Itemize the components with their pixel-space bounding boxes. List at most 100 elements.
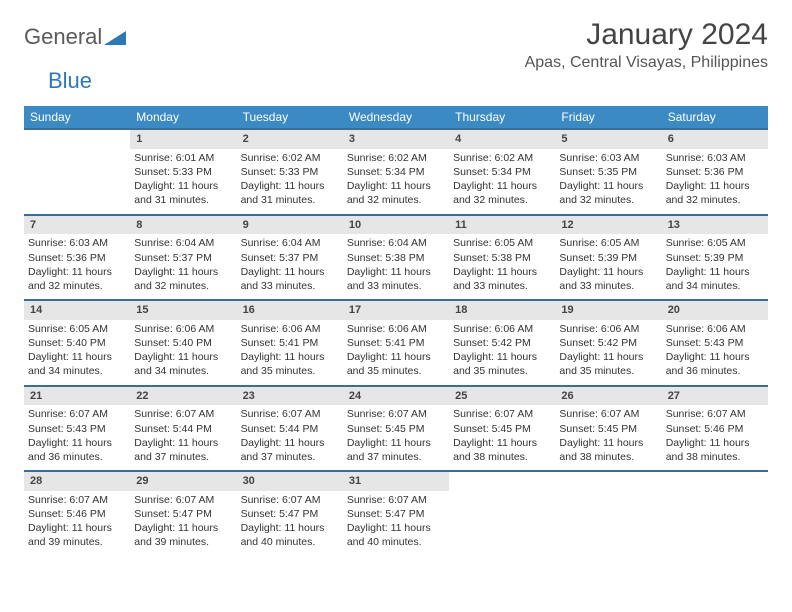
day-cell: 11Sunrise: 6:05 AMSunset: 5:38 PMDayligh…	[449, 216, 555, 300]
daylight-line: Daylight: 11 hours and 32 minutes.	[347, 179, 445, 207]
week-row: 21Sunrise: 6:07 AMSunset: 5:43 PMDayligh…	[24, 385, 768, 471]
day-cell: 31Sunrise: 6:07 AMSunset: 5:47 PMDayligh…	[343, 472, 449, 556]
daylight-line: Daylight: 11 hours and 33 minutes.	[559, 265, 657, 293]
calendar-page: General January 2024 Apas, Central Visay…	[0, 0, 792, 566]
daylight-line: Daylight: 11 hours and 37 minutes.	[241, 436, 339, 464]
day-body: Sunrise: 6:07 AMSunset: 5:47 PMDaylight:…	[343, 491, 449, 556]
day-cell: 18Sunrise: 6:06 AMSunset: 5:42 PMDayligh…	[449, 301, 555, 385]
day-body: Sunrise: 6:04 AMSunset: 5:38 PMDaylight:…	[343, 234, 449, 299]
daylight-line: Daylight: 11 hours and 35 minutes.	[453, 350, 551, 378]
sunrise-line: Sunrise: 6:07 AM	[666, 407, 764, 421]
sunset-line: Sunset: 5:40 PM	[28, 336, 126, 350]
daylight-line: Daylight: 11 hours and 33 minutes.	[241, 265, 339, 293]
daylight-line: Daylight: 11 hours and 37 minutes.	[134, 436, 232, 464]
day-cell: 14Sunrise: 6:05 AMSunset: 5:40 PMDayligh…	[24, 301, 130, 385]
day-number: 31	[343, 472, 449, 491]
day-cell: 7Sunrise: 6:03 AMSunset: 5:36 PMDaylight…	[24, 216, 130, 300]
sunset-line: Sunset: 5:34 PM	[347, 165, 445, 179]
day-number: 21	[24, 387, 130, 406]
day-cell	[24, 130, 130, 214]
sunrise-line: Sunrise: 6:06 AM	[453, 322, 551, 336]
sunrise-line: Sunrise: 6:07 AM	[241, 493, 339, 507]
sunrise-line: Sunrise: 6:01 AM	[134, 151, 232, 165]
day-cell: 26Sunrise: 6:07 AMSunset: 5:45 PMDayligh…	[555, 387, 661, 471]
sunrise-line: Sunrise: 6:07 AM	[347, 493, 445, 507]
day-cell	[662, 472, 768, 556]
sunset-line: Sunset: 5:38 PM	[453, 251, 551, 265]
day-body: Sunrise: 6:07 AMSunset: 5:47 PMDaylight:…	[130, 491, 236, 556]
day-number: 22	[130, 387, 236, 406]
day-number: 1	[130, 130, 236, 149]
day-cell: 13Sunrise: 6:05 AMSunset: 5:39 PMDayligh…	[662, 216, 768, 300]
day-cell: 1Sunrise: 6:01 AMSunset: 5:33 PMDaylight…	[130, 130, 236, 214]
location-label: Apas, Central Visayas, Philippines	[525, 54, 768, 72]
sunset-line: Sunset: 5:47 PM	[347, 507, 445, 521]
sunrise-line: Sunrise: 6:07 AM	[453, 407, 551, 421]
sunrise-line: Sunrise: 6:02 AM	[453, 151, 551, 165]
day-body: Sunrise: 6:07 AMSunset: 5:44 PMDaylight:…	[237, 405, 343, 470]
day-body: Sunrise: 6:05 AMSunset: 5:39 PMDaylight:…	[555, 234, 661, 299]
day-body: Sunrise: 6:07 AMSunset: 5:44 PMDaylight:…	[130, 405, 236, 470]
day-cell: 29Sunrise: 6:07 AMSunset: 5:47 PMDayligh…	[130, 472, 236, 556]
daylight-line: Daylight: 11 hours and 32 minutes.	[453, 179, 551, 207]
week-row: 14 Sunrise: 6:05 AMSunset: 5:40 PM Dayligh…	[24, 299, 768, 385]
sunset-line: Sunset: 5:44 PM	[241, 422, 339, 436]
sunrise-line: Sunrise: 6:04 AM	[134, 236, 232, 250]
week-row: 7Sunrise: 6:03 AMSunset: 5:36 PMDaylight…	[24, 214, 768, 300]
day-cell: 23Sunrise: 6:07 AMSunset: 5:44 PMDayligh…	[237, 387, 343, 471]
day-number: 14	[24, 301, 130, 320]
day-body: Sunrise: 6:07 AMSunset: 5:47 PMDaylight:…	[237, 491, 343, 556]
day-cell	[555, 472, 661, 556]
daylight-line: Daylight: 11 hours and 33 minutes.	[347, 265, 445, 293]
sunrise-line: Sunrise: 6:04 AM	[241, 236, 339, 250]
weekday-header-row: SundayMondayTuesdayWednesdayThursdayFrid…	[24, 106, 768, 128]
weekday-header: Tuesday	[237, 106, 343, 128]
sunrise-line: Sunrise: 6:02 AM	[347, 151, 445, 165]
day-body: Sunrise: 6:05 AMSunset: 5:38 PMDaylight:…	[449, 234, 555, 299]
logo: General	[24, 18, 126, 50]
day-cell: 12Sunrise: 6:05 AMSunset: 5:39 PMDayligh…	[555, 216, 661, 300]
day-cell: 25Sunrise: 6:07 AMSunset: 5:45 PMDayligh…	[449, 387, 555, 471]
sunrise-line: Sunrise: 6:05 AM	[453, 236, 551, 250]
day-number: 12	[555, 216, 661, 235]
logo-text-blue: Blue	[48, 68, 92, 93]
day-body: Sunrise: 6:07 AMSunset: 5:46 PMDaylight:…	[24, 491, 130, 556]
sunrise-line: Sunrise: 6:04 AM	[347, 236, 445, 250]
daylight-line: Daylight: 11 hours and 38 minutes.	[559, 436, 657, 464]
sunset-line: Sunset: 5:34 PM	[453, 165, 551, 179]
daylight-line: Daylight: 11 hours and 34 minutes.	[666, 265, 764, 293]
weekday-header: Friday	[555, 106, 661, 128]
day-cell: 4Sunrise: 6:02 AMSunset: 5:34 PMDaylight…	[449, 130, 555, 214]
day-number: 23	[237, 387, 343, 406]
day-number: 15	[130, 301, 236, 320]
day-body: Sunrise: 6:06 AMSunset: 5:42 PMDaylight:…	[555, 320, 661, 385]
day-number: 17	[343, 301, 449, 320]
daylight-line: Daylight: 11 hours and 35 minutes.	[559, 350, 657, 378]
day-cell: 9Sunrise: 6:04 AMSunset: 5:37 PMDaylight…	[237, 216, 343, 300]
day-cell: 2Sunrise: 6:02 AMSunset: 5:33 PMDaylight…	[237, 130, 343, 214]
day-body: Sunrise: 6:02 AMSunset: 5:33 PMDaylight:…	[237, 149, 343, 214]
daylight-line: Daylight: 11 hours and 32 minutes.	[666, 179, 764, 207]
title-block: January 2024 Apas, Central Visayas, Phil…	[525, 18, 768, 72]
sunset-line: Sunset: 5:36 PM	[28, 251, 126, 265]
day-number: 3	[343, 130, 449, 149]
sunrise-line: Sunrise: 6:03 AM	[559, 151, 657, 165]
sunrise-line: Sunrise: 6:05 AM	[28, 322, 126, 336]
day-cell: 19Sunrise: 6:06 AMSunset: 5:42 PMDayligh…	[555, 301, 661, 385]
sunrise-line: Sunrise: 6:03 AM	[666, 151, 764, 165]
daylight-line: Daylight: 11 hours and 36 minutes.	[28, 436, 126, 464]
day-number: 6	[662, 130, 768, 149]
day-cell: 20Sunrise: 6:06 AMSunset: 5:43 PMDayligh…	[662, 301, 768, 385]
daylight-line: Daylight: 11 hours and 40 minutes.	[241, 521, 339, 549]
day-number: 27	[662, 387, 768, 406]
day-number: 20	[662, 301, 768, 320]
day-number: 26	[555, 387, 661, 406]
sunset-line: Sunset: 5:39 PM	[559, 251, 657, 265]
day-cell: 30Sunrise: 6:07 AMSunset: 5:47 PMDayligh…	[237, 472, 343, 556]
weeks-container: 1Sunrise: 6:01 AMSunset: 5:33 PMDaylight…	[24, 128, 768, 556]
daylight-line: Daylight: 11 hours and 35 minutes.	[347, 350, 445, 378]
day-number: 30	[237, 472, 343, 491]
sunrise-line: Sunrise: 6:06 AM	[559, 322, 657, 336]
daylight-line: Daylight: 11 hours and 32 minutes.	[134, 265, 232, 293]
sunset-line: Sunset: 5:37 PM	[134, 251, 232, 265]
